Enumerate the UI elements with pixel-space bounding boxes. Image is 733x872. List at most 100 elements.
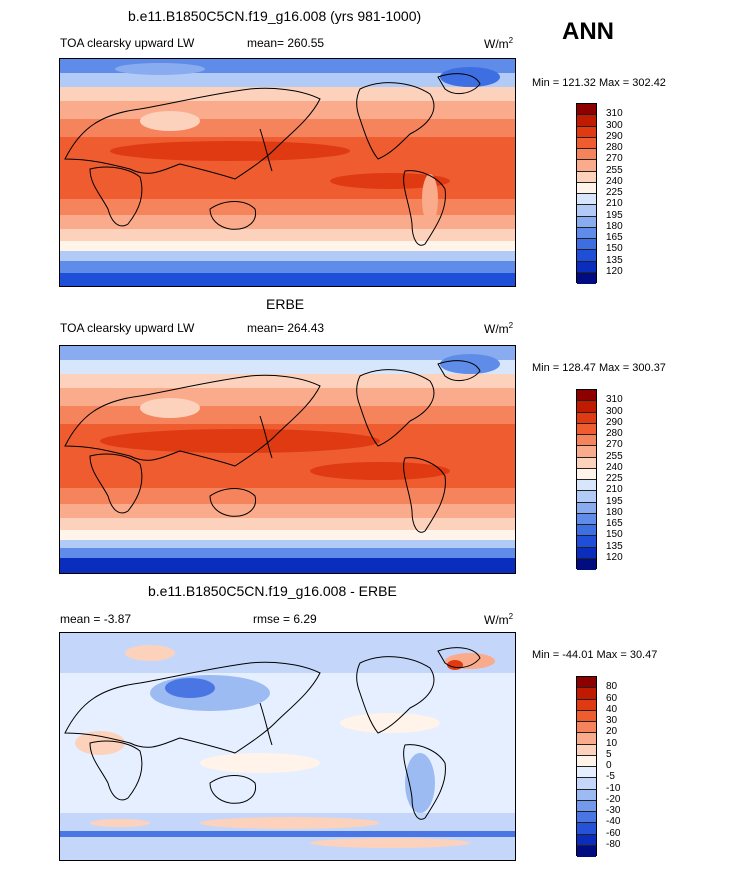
panel2-colorbar-tick: 240 (606, 461, 623, 473)
panel2-colorbar-swatch (577, 502, 596, 514)
panel3-colorbar-tick: 30 (606, 715, 618, 726)
panel1-colorbar-tick: 280 (606, 142, 623, 153)
panel1-colorbar-tick: 195 (606, 209, 623, 221)
panel2-min-max: Min = 128.47 Max = 300.37 (532, 362, 666, 374)
panel2-colorbar-swatch (577, 491, 596, 503)
panel2-units: W/m2 (484, 321, 514, 336)
panel3-colorbar-tick: 10 (606, 737, 618, 749)
panel2-colorbar-swatch (577, 558, 596, 570)
panel2-colorbar-swatch (577, 401, 596, 413)
panel1-colorbar-swatch (577, 126, 596, 138)
panel2-colorbar-tick: 225 (606, 473, 623, 484)
panel3-units: W/m2 (484, 612, 514, 627)
panel3-colorbar-tick: 80 (606, 681, 618, 693)
panel1-colorbar-tick: 310 (606, 108, 623, 120)
panel1-colorbar-swatch (577, 115, 596, 127)
panel3-colorbar-tick: -30 (606, 805, 621, 816)
panel1-colorbar-swatch (577, 261, 596, 273)
panel2-colorbar-tick: 280 (606, 428, 623, 439)
panel2-colorbar-tick: 255 (606, 450, 623, 462)
panel1-colorbar-swatch (577, 160, 596, 172)
panel1-colorbar-swatch (577, 216, 596, 228)
panel2-colorbar-tick: 195 (606, 495, 623, 507)
panel3-colorbar-swatch (577, 812, 596, 824)
season-label: ANN (562, 18, 614, 45)
panel3-colorbar-swatch (577, 755, 596, 767)
panel1-colorbar-swatch (577, 250, 596, 262)
panel3-colorbar-swatch (577, 845, 596, 857)
panel3-colorbar-tick: 0 (606, 760, 612, 771)
panel3-colorbar-tick: 40 (606, 703, 618, 715)
panel1-colorbar-tick: 135 (606, 254, 623, 266)
panel1-colorbar-swatch (577, 272, 596, 284)
panel3-colorbar-swatch (577, 800, 596, 812)
panel3-colorbar (576, 676, 597, 857)
panel1-colorbar-tick: 225 (606, 187, 623, 198)
panel2-colorbar-tick: 310 (606, 394, 623, 406)
panel3-colorbar-tick: -40 (606, 816, 621, 828)
panel1-colorbar-swatch (577, 137, 596, 149)
panel2-colorbar-swatch (577, 547, 596, 559)
panel2-colorbar-swatch (577, 435, 596, 447)
panel2-mean: mean= 264.43 (247, 321, 325, 335)
panel1-colorbar-swatch (577, 149, 596, 161)
panel3-colorbar-swatch (577, 789, 596, 801)
panel1-title: b.e11.B1850C5CN.f19_g16.008 (yrs 981-100… (128, 8, 422, 24)
panel1-colorbar-tick: 180 (606, 220, 623, 232)
panel3-title: b.e11.B1850C5CN.f19_g16.008 - ERBE (148, 583, 397, 599)
panel3-colorbar-swatch (577, 677, 596, 689)
panel1-colorbar-tick: 255 (606, 164, 623, 176)
panel3-colorbar-swatch (577, 767, 596, 779)
panel3-map-field (60, 633, 515, 860)
panel1-units: W/m2 (484, 36, 514, 51)
panel3-min-max: Min = -44.01 Max = 30.47 (532, 649, 658, 661)
panel1-colorbar (576, 103, 597, 284)
panel3-colorbar-tick: -10 (606, 782, 621, 794)
panel3-colorbar-tick: -60 (606, 827, 621, 839)
panel1-colorbar-tick: 290 (606, 130, 623, 142)
panel1-colorbar-tick: 270 (606, 153, 623, 165)
panel1-map-field (60, 59, 515, 286)
panel1-colorbar-swatch (577, 182, 596, 194)
panel2-map (59, 345, 516, 574)
panel1-colorbar-tick: 240 (606, 175, 623, 187)
panel2-title: ERBE (266, 296, 305, 312)
panel2-colorbar-swatch (577, 412, 596, 424)
panel3-rmse: rmse = 6.29 (253, 612, 317, 626)
panel3-colorbar-swatch (577, 710, 596, 722)
panel1-colorbar-swatch (577, 171, 596, 183)
panel3-mean: mean = -3.87 (60, 612, 132, 626)
panel1-mean: mean= 260.55 (247, 36, 325, 50)
panel1-colorbar-tick: 210 (606, 198, 623, 210)
panel1-colorbar-tick: 150 (606, 243, 623, 255)
panel3-colorbar-swatch (577, 699, 596, 711)
panel2-colorbar-tick: 150 (606, 529, 623, 541)
panel2-colorbar-tick: 180 (606, 506, 623, 518)
panel3-colorbar-tick: 60 (606, 692, 618, 704)
panel2-colorbar-tick: 290 (606, 416, 623, 428)
panel3-colorbar-tick: -20 (606, 793, 621, 805)
panel2-colorbar-swatch (577, 390, 596, 402)
panel2-colorbar-swatch (577, 468, 596, 480)
panel2-colorbar-swatch (577, 446, 596, 458)
panel3-colorbar-swatch (577, 744, 596, 756)
panel1-colorbar-tick: 300 (606, 119, 623, 131)
panel3-colorbar-tick: 20 (606, 726, 618, 738)
panel3-colorbar-swatch (577, 688, 596, 700)
panel1-colorbar-swatch (577, 194, 596, 206)
panel2-colorbar-swatch (577, 423, 596, 435)
panel2-colorbar-swatch (577, 525, 596, 537)
panel1-variable: TOA clearsky upward LW (60, 36, 195, 50)
panel2-map-field (60, 346, 515, 573)
panel2-colorbar-tick: 300 (606, 405, 623, 417)
panel3-colorbar-swatch (577, 722, 596, 734)
panel1-colorbar-swatch (577, 104, 596, 116)
panel1-colorbar-swatch (577, 239, 596, 251)
panel2-colorbar-tick: 270 (606, 439, 623, 451)
panel3-colorbar-tick: -80 (606, 838, 621, 850)
panel3-colorbar-tick: -5 (606, 771, 615, 783)
panel1-colorbar-swatch (577, 227, 596, 239)
panel2-colorbar-swatch (577, 513, 596, 525)
panel1-colorbar-tick: 120 (606, 265, 623, 277)
panel1-colorbar-tick: 165 (606, 232, 623, 243)
